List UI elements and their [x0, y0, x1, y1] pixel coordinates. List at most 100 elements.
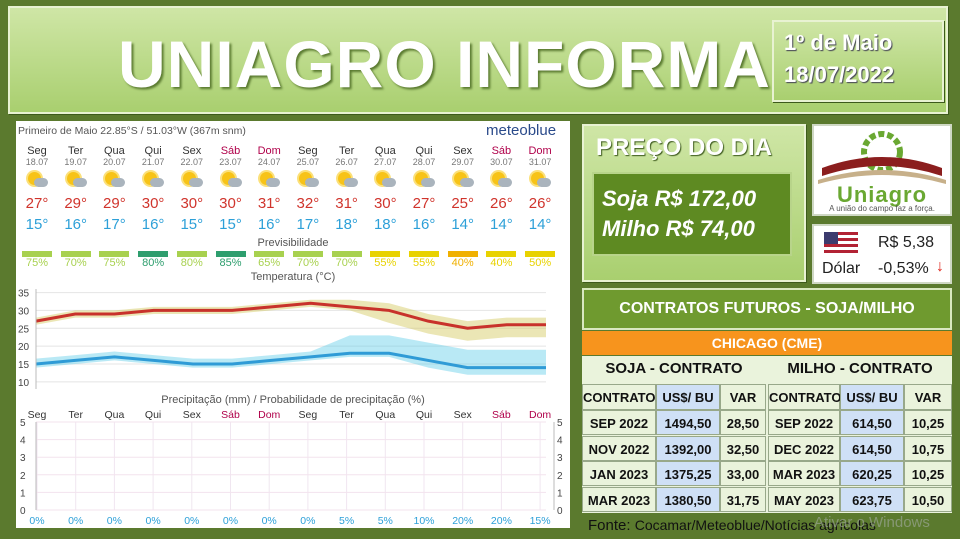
table-cell: JAN 2023 — [582, 461, 656, 486]
dollar-change: -0,53% — [878, 260, 929, 277]
predictability-value: 70% — [64, 257, 87, 269]
day-name: Ter — [338, 145, 355, 157]
column-header: US$/ BU — [656, 384, 720, 410]
table-cell: 10,50 — [904, 486, 952, 512]
forecast-day: Ter 26.07 31° 18° — [328, 145, 366, 233]
y-tick-label: 10 — [18, 378, 30, 389]
forecast-day: Qui 21.07 30° 16° — [134, 145, 172, 233]
precip-day-label: Dom — [529, 409, 551, 421]
predictability-value: 80% — [142, 257, 165, 269]
precip-probability: 0% — [184, 515, 199, 527]
precip-day-label: Ter — [339, 409, 354, 421]
table-cell: DEC 2022 — [768, 435, 840, 461]
precip-day-label: Sex — [454, 409, 473, 421]
weather-forecast: Primeiro de Maio 22.85°S / 51.03°W (367m… — [16, 121, 570, 528]
column-header: VAR — [720, 384, 766, 410]
predictability-value: 40% — [490, 257, 513, 269]
predictability-bar — [525, 251, 556, 257]
dollar-quote: R$ 5,38 Dólar -0,53% ↓ — [812, 224, 952, 284]
precip-probability: 5% — [378, 515, 393, 527]
day-name: Dom — [257, 145, 281, 157]
temperature-chart: 10 15 20 25 30 35 — [18, 289, 546, 389]
day-high: 30° — [373, 195, 397, 212]
partly-cloudy-icon — [181, 171, 203, 189]
dollar-value: R$ 5,38 — [878, 234, 935, 251]
day-high: 30° — [219, 195, 242, 212]
day-date: 31.07 — [528, 157, 552, 167]
partly-cloudy-icon — [374, 171, 397, 189]
windows-watermark: Ativar o Windows — [814, 514, 930, 531]
predictability-value: 55% — [374, 257, 397, 269]
logo-name: Uniagro — [836, 182, 928, 207]
precip-day-label: Dom — [258, 409, 280, 421]
milho-group-header: MILHO - CONTRATO — [787, 360, 933, 377]
day-name: Dom — [528, 145, 552, 157]
precip-day-label: Qui — [416, 409, 432, 421]
day-high: 26° — [528, 195, 552, 212]
low-temp-band — [36, 335, 546, 375]
y-tick-label: 20 — [18, 342, 30, 353]
precip-day-label: Qui — [145, 409, 161, 421]
partly-cloudy-icon — [452, 171, 474, 189]
precip-day-label: Qua — [375, 409, 395, 421]
day-low: 15° — [25, 216, 49, 233]
predictability-value: 55% — [412, 257, 436, 269]
predictability-bar — [370, 251, 401, 257]
table-cell: NOV 2022 — [582, 435, 656, 461]
forecast-day: Qua 20.07 29° 17° — [95, 145, 133, 233]
uniagro-logo: Uniagro A união do campo faz a força. — [812, 124, 952, 216]
precip-probability: 20% — [452, 515, 473, 527]
day-date: 29.07 — [451, 157, 474, 167]
day-high: 32° — [296, 195, 320, 212]
partly-cloudy-icon — [103, 171, 126, 189]
day-high: 29° — [103, 195, 126, 212]
day-date: 23.07 — [219, 157, 242, 167]
price-values: Soja R$ 172,00 Milho R$ 74,00 — [592, 172, 792, 256]
forecast-day: Qui 28.07 27° 16° — [405, 145, 443, 233]
day-name: Sáb — [220, 145, 241, 157]
precip-tick-left: 3 — [20, 453, 26, 464]
column-header: US$/ BU — [840, 384, 904, 410]
precip-tick-right: 5 — [557, 418, 563, 429]
table-cell: MAR 2023 — [582, 486, 656, 512]
day-date: 26.07 — [335, 157, 358, 167]
temperature-label: Temperatura (°C) — [250, 271, 336, 283]
precip-probability: 0% — [223, 515, 238, 527]
table-cell: 620,25 — [840, 461, 904, 486]
day-low: 14° — [528, 216, 552, 233]
table-cell: 10,75 — [904, 435, 952, 461]
day-low: 16° — [64, 216, 88, 233]
y-tick-label: 15 — [18, 360, 30, 371]
forecast-day: Ter 19.07 29° 16° — [57, 145, 95, 233]
day-name: Qua — [374, 145, 396, 157]
table-cell: SEP 2022 — [582, 410, 656, 435]
precip-tick-right: 4 — [557, 436, 563, 447]
forecast-day: Sex 22.07 30° 15° — [173, 145, 211, 233]
precip-day-label: Ter — [68, 409, 83, 421]
day-date: 30.07 — [490, 157, 513, 167]
day-high: 25° — [451, 195, 475, 212]
price-title: PREÇO DO DIA — [596, 134, 773, 161]
table-cell: 31,75 — [720, 486, 766, 512]
precipitation-chart: Seg 0% Ter 0% Qua 0% Qui 0% Sex 0% Sáb 0% Dom 0% Seg 0%… — [20, 409, 563, 527]
table-cell: 1380,50 — [656, 486, 720, 512]
precip-probability: 0% — [146, 515, 161, 527]
day-high: 30° — [180, 195, 204, 212]
table-cell: 614,50 — [840, 435, 904, 461]
table-cell: 1392,00 — [656, 435, 720, 461]
day-high: 29° — [64, 195, 88, 212]
table-cell: 1375,25 — [656, 461, 720, 486]
location-text: 1º de Maio — [784, 30, 893, 55]
us-flag-icon — [824, 232, 858, 254]
column-header: CONTRATO — [768, 384, 841, 410]
day-date: 18.07 — [25, 157, 49, 167]
partly-cloudy-icon — [297, 171, 319, 189]
day-date: 25.07 — [296, 157, 320, 167]
day-date: 21.07 — [141, 157, 165, 167]
y-tick-label: 35 — [18, 289, 30, 300]
day-name: Qua — [103, 145, 125, 157]
day-name: Seg — [27, 145, 47, 157]
predictability-value: 80% — [180, 257, 203, 269]
predictability-value: 85% — [219, 257, 242, 269]
day-low: 14° — [490, 216, 513, 233]
